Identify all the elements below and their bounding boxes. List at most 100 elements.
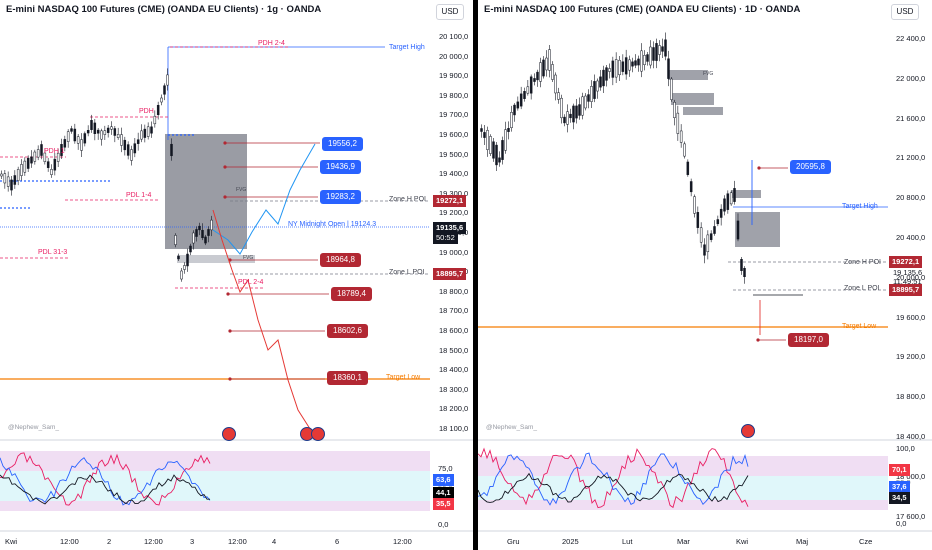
candle-body (6, 176, 10, 187)
chart-pane-daily[interactable]: E-mini NASDAQ 100 Futures (CME) (OANDA E… (478, 0, 932, 550)
candle-body (186, 253, 189, 267)
candle-body (652, 47, 655, 61)
candle-body (519, 93, 523, 107)
oversold-band (0, 501, 430, 511)
zone-h-poi-label: Zone H POI (844, 259, 881, 266)
author-watermark: @Nephew_Sam_ (486, 424, 538, 431)
price-tick: 19 800,0 (439, 90, 469, 100)
osc-blue-value: 63,6 (433, 474, 454, 486)
target-bubble-down[interactable]: 18964,8 (320, 253, 361, 267)
currency-button[interactable]: USD (891, 4, 919, 20)
candle-body (20, 164, 23, 176)
us-flag-event-icon[interactable] (311, 427, 325, 441)
pdl-313-label: PDL 31-3 (38, 249, 68, 256)
osc-dark-value: 44,1 (433, 487, 454, 499)
candle-body (30, 156, 33, 164)
candle-body (93, 122, 97, 134)
osc-line-dark (0, 474, 210, 505)
candle-body (13, 175, 17, 185)
candle-body (36, 149, 40, 158)
target-bubble-down[interactable]: 18789,4 (331, 287, 372, 301)
zone-h-poi-label: Zone H POI (389, 196, 426, 203)
candle-body (670, 78, 673, 100)
target-high-label: Target High (389, 44, 425, 51)
chart-title: E-mini NASDAQ 100 Futures (CME) (OANDA E… (484, 4, 801, 15)
price-tick: 19 000,0 (439, 247, 469, 257)
target-bubble-up[interactable]: 19436,9 (320, 160, 361, 174)
target-bubble-down[interactable]: 18197,0 (788, 333, 829, 347)
candle-body (614, 59, 618, 78)
candle-body (150, 126, 153, 134)
candle-body (70, 128, 73, 132)
osc-red-value: 35,5 (433, 498, 454, 510)
chart-pane-intraday[interactable]: E-mini NASDAQ 100 Futures (CME) (OANDA E… (0, 0, 473, 550)
target-bubble-up[interactable]: 19556,2 (322, 137, 363, 151)
currency-button[interactable]: USD (436, 4, 464, 20)
time-tick: 12:00 (60, 537, 79, 546)
neutral-band (0, 471, 430, 501)
candle-body (664, 39, 667, 57)
target-bubble-up[interactable]: 20595,8 (790, 160, 831, 174)
zone-l-price-tag: 18895,7 (889, 284, 923, 296)
candle-body (618, 59, 621, 76)
fvg-label: FVG (243, 255, 254, 261)
price-tick: 19 900,0 (439, 71, 469, 81)
price-tick: 20 400,0 (896, 233, 926, 242)
target-dot (757, 166, 761, 170)
price-tick: 17 600,0 (896, 511, 926, 521)
price-tick: 18 400,0 (896, 432, 926, 441)
candle-body (204, 236, 207, 244)
chart-title: E-mini NASDAQ 100 Futures (CME) (OANDA E… (6, 4, 322, 15)
intraday-chart-canvas[interactable] (0, 0, 473, 550)
target-dot (223, 195, 227, 199)
price-tick: 18 700,0 (439, 306, 469, 316)
target-dot (756, 338, 760, 342)
candle-body (628, 59, 631, 71)
candle-body (103, 130, 107, 135)
candle-body (646, 54, 649, 62)
candle-body (80, 139, 83, 151)
price-tick: 22 400,0 (896, 34, 926, 43)
time-tick: Gru (507, 537, 520, 546)
candle-body (621, 61, 625, 72)
daily-chart-canvas[interactable] (478, 0, 932, 550)
candle-body (492, 141, 495, 159)
price-tick: 19 400,0 (439, 169, 469, 179)
time-tick: Cze (859, 537, 873, 546)
candle-body (26, 157, 30, 169)
candle-body (160, 97, 163, 103)
fvg-box (731, 190, 761, 198)
candle-body (693, 196, 696, 214)
target-bubble-down[interactable]: 18602,6 (327, 324, 368, 338)
candle-body (611, 60, 615, 78)
candle-body (192, 232, 195, 244)
target-dot (223, 165, 227, 169)
target-bubble-down[interactable]: 18360,1 (327, 371, 368, 385)
candle-body (100, 130, 103, 140)
time-tick: 12:00 (393, 537, 412, 546)
candle-body (140, 130, 143, 140)
us-flag-event-icon[interactable] (741, 424, 755, 438)
zone-h-price-tag: 19272,1 (889, 256, 923, 268)
candle-body (116, 134, 120, 138)
target-bubble-up[interactable]: 19283,2 (320, 190, 361, 204)
candle-body (136, 139, 140, 144)
target-dot (228, 377, 232, 381)
price-tick: 19 700,0 (439, 110, 469, 120)
candle-body (106, 127, 110, 133)
us-flag-event-icon[interactable] (222, 427, 236, 441)
candle-body (183, 265, 186, 270)
pdh-1-label: PDH 1 (44, 148, 65, 155)
candle-body (569, 113, 572, 119)
fvg-label: FVG (703, 71, 714, 77)
price-tick: 20 100,0 (439, 32, 469, 41)
candle-body (126, 144, 130, 156)
time-tick: 12:00 (144, 537, 163, 546)
candle-body (667, 58, 670, 79)
time-tick: Mar (677, 537, 690, 546)
current-price-text: 19 135,6 (893, 268, 923, 277)
zone-l-poi-label: Zone L POI (844, 285, 880, 292)
candle-body (495, 144, 498, 166)
pdl-14-label: PDL 1-4 (126, 192, 152, 199)
candle-body (729, 192, 733, 205)
